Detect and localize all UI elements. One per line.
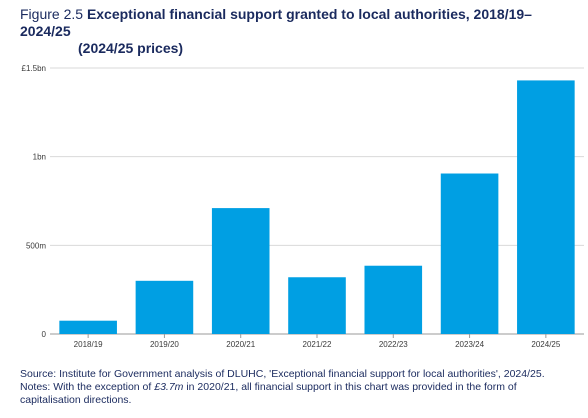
chart-title: Figure 2.5 Exceptional financial support… [20,6,576,57]
x-tick-label: 2024/25 [531,340,560,349]
notes-suffix: in 2020/21, all financial support in thi… [20,381,517,406]
bar [288,277,346,334]
bar-chart: 0 500m 1bn £1.5bn 2018/19 2019/20 2020/21 2021/… [22,64,584,349]
y-tick-label: £1.5bn [22,64,46,73]
y-tick-label: 0 [42,330,47,339]
notes-text: Notes: With the exception of £3.7m in 20… [20,381,580,407]
bar [517,80,575,334]
bar [59,320,117,334]
x-tick-label: 2021/22 [303,340,332,349]
x-tick-label: 2023/24 [455,340,484,349]
chart-title-subtitle: (2024/25 prices) [78,40,184,56]
x-tick-label: 2020/21 [226,340,255,349]
x-tick-label: 2022/23 [379,340,408,349]
bar [211,208,270,334]
bar [440,173,499,334]
y-tick-label: 1bn [33,153,46,162]
chart-footnote: Source: Institute for Government analysi… [20,368,580,407]
chart-title-main: Exceptional financial support granted to… [20,6,532,39]
x-tick-label: 2019/20 [150,340,179,349]
notes-emphasis: £3.7m [154,381,184,393]
bar [135,280,194,334]
figure-number: Figure 2.5 [20,6,84,22]
bar [364,265,423,334]
source-note: Source: Institute for Government analysi… [20,368,545,380]
notes-prefix: Notes: With the exception of [20,381,155,393]
x-tick-label: 2018/19 [74,340,103,349]
y-tick-label: 500m [26,241,46,250]
